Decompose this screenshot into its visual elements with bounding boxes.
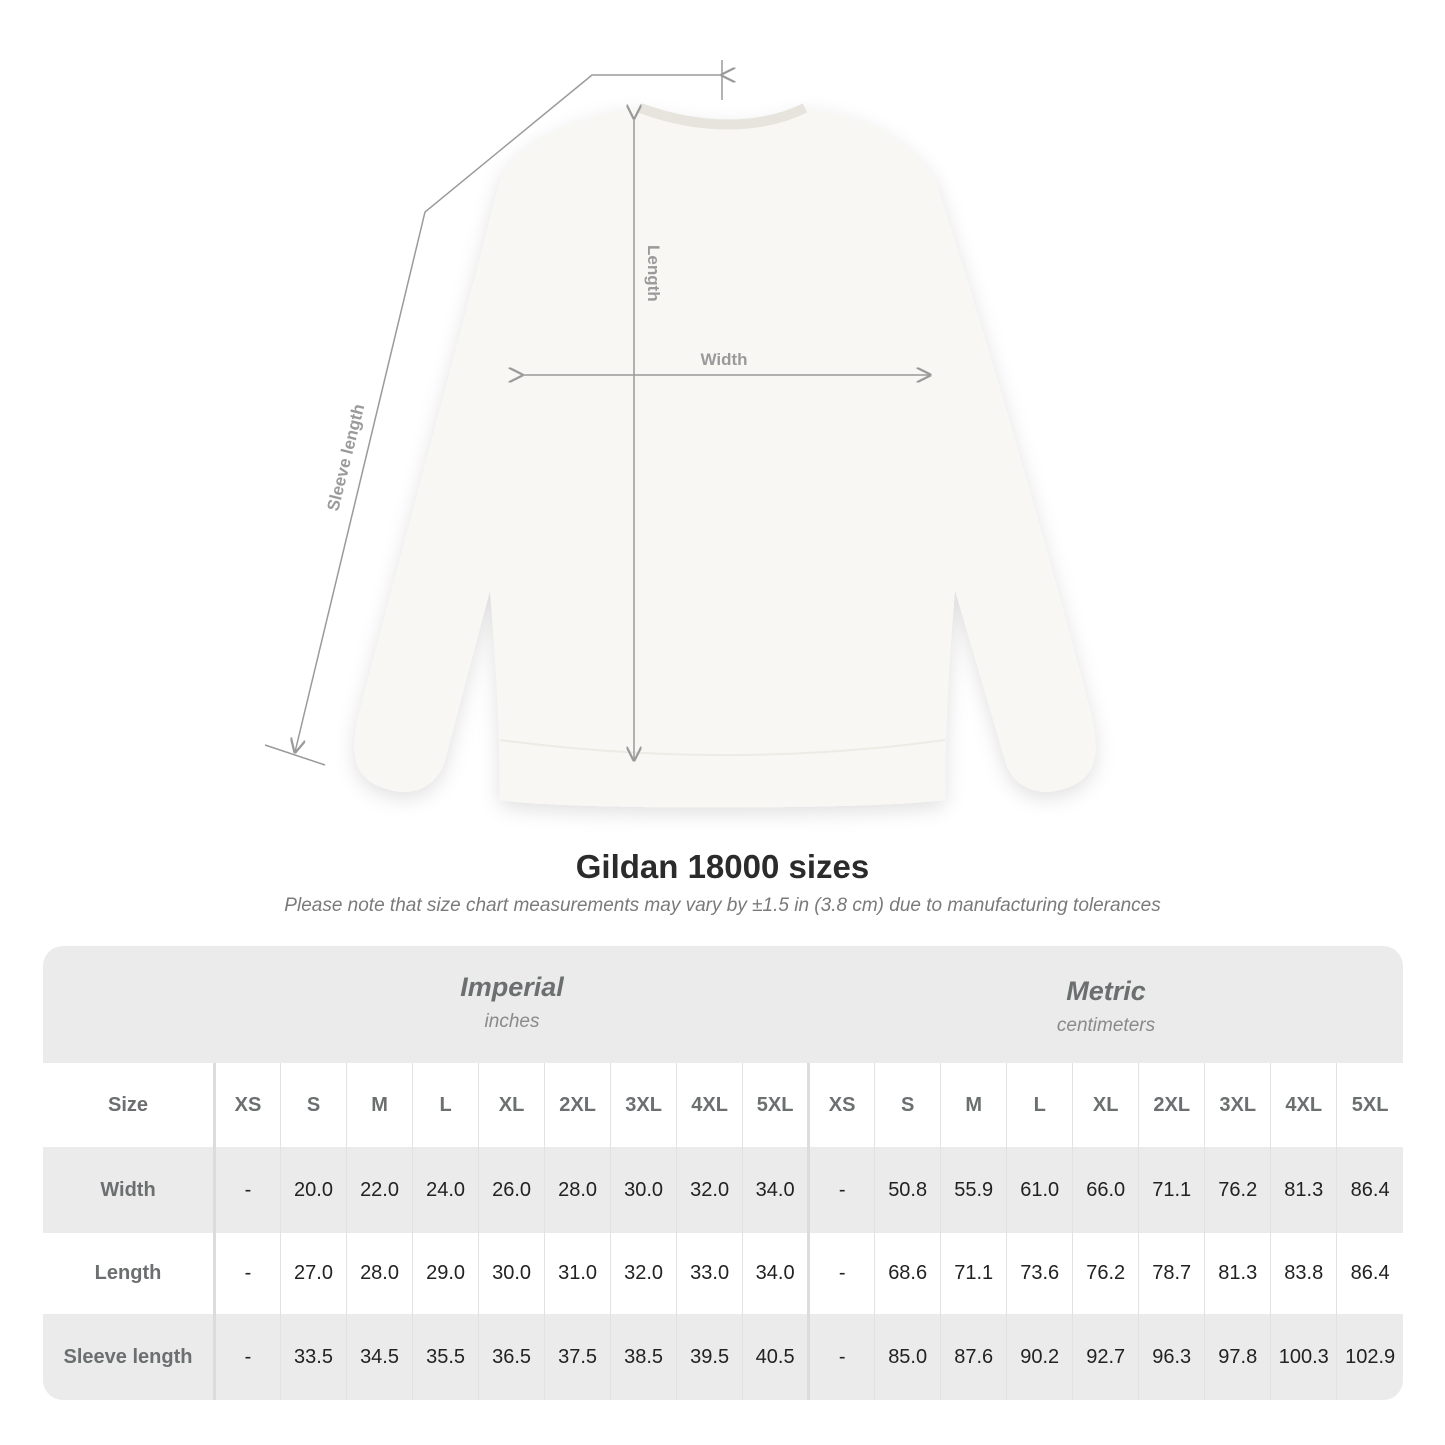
metric-cell: - <box>807 1233 875 1314</box>
size-column-header: XL <box>1072 1063 1139 1147</box>
metric-cell: 61.0 <box>1006 1147 1073 1233</box>
size-column-header: S <box>874 1063 941 1147</box>
imperial-cell: 36.5 <box>478 1314 545 1400</box>
imperial-cell: 39.5 <box>676 1314 743 1400</box>
imperial-cell: 26.0 <box>478 1147 545 1233</box>
imperial-cell: 30.0 <box>610 1147 677 1233</box>
metric-cell: - <box>807 1314 875 1400</box>
imperial-cell: - <box>213 1233 281 1314</box>
length-label: Length <box>644 245 663 302</box>
imperial-cell: 34.0 <box>742 1233 809 1314</box>
imperial-cell: 28.0 <box>346 1233 413 1314</box>
metric-cell: 97.8 <box>1204 1314 1271 1400</box>
sleeve-length-label: Sleeve length <box>323 402 368 513</box>
sweatshirt-diagram: Length Width Sleeve length <box>264 60 1096 808</box>
imperial-cell: 31.0 <box>544 1233 611 1314</box>
table-row: Length -27.0 28.0 29.0 30.0 31.0 32.0 33.0 34.0-… <box>43 1233 1403 1314</box>
imperial-cell: 40.5 <box>742 1314 809 1400</box>
size-column-header: 3XL <box>610 1063 677 1147</box>
size-label: Size <box>43 1063 216 1147</box>
imperial-unit: inches <box>484 1011 540 1032</box>
metric-cell: 71.1 <box>940 1233 1007 1314</box>
metric-unit: centimeters <box>1056 1015 1156 1036</box>
metric-cell: - <box>807 1147 875 1233</box>
metric-header: Metric centimeters <box>809 946 1403 1063</box>
metric-cell: 66.0 <box>1072 1147 1139 1233</box>
imperial-cell: 20.0 <box>280 1147 347 1233</box>
size-column-header: 5XL <box>1336 1063 1403 1147</box>
size-column-header: 2XL <box>1138 1063 1205 1147</box>
metric-cell: 87.6 <box>940 1314 1007 1400</box>
metric-cell: 71.1 <box>1138 1147 1205 1233</box>
metric-cell: 73.6 <box>1006 1233 1073 1314</box>
imperial-cell: 33.5 <box>280 1314 347 1400</box>
size-column-header: 4XL <box>1270 1063 1337 1147</box>
size-column-header: XL <box>478 1063 545 1147</box>
imperial-cell: - <box>213 1314 281 1400</box>
imperial-cell: 29.0 <box>412 1233 479 1314</box>
imperial-cell: 34.5 <box>346 1314 413 1400</box>
metric-heading: Metric <box>1066 976 1146 1006</box>
size-column-header: 5XL <box>742 1063 809 1147</box>
metric-cell: 81.3 <box>1204 1233 1271 1314</box>
metric-cell: 86.4 <box>1336 1147 1403 1233</box>
metric-cell: 68.6 <box>874 1233 941 1314</box>
metric-cell: 76.2 <box>1204 1147 1271 1233</box>
imperial-cell: 22.0 <box>346 1147 413 1233</box>
size-table: Imperial inches Metric centimeters Size X… <box>43 946 1403 1400</box>
imperial-cell: 33.0 <box>676 1233 743 1314</box>
metric-cell: 86.4 <box>1336 1233 1403 1314</box>
imperial-cell: 32.0 <box>676 1147 743 1233</box>
imperial-header: Imperial inches <box>215 946 809 1063</box>
size-column-header: L <box>412 1063 479 1147</box>
size-column-header: 2XL <box>544 1063 611 1147</box>
imperial-cell: 37.5 <box>544 1314 611 1400</box>
metric-cell: 85.0 <box>874 1314 941 1400</box>
row-label: Length <box>43 1233 216 1314</box>
imperial-cell: 34.0 <box>742 1147 809 1233</box>
imperial-cell: - <box>213 1147 281 1233</box>
sweatshirt-image <box>354 108 1096 808</box>
imperial-cell: 32.0 <box>610 1233 677 1314</box>
imperial-cell: 24.0 <box>412 1147 479 1233</box>
size-header-row: Size XS S M L XL 2XL 3XL 4XL 5XL XS S M L XL 2XL 3XL 4XL 5… <box>43 1063 1403 1147</box>
size-column-header: M <box>940 1063 1007 1147</box>
tolerance-note: Please note that size chart measurements… <box>284 895 1161 916</box>
metric-cell: 50.8 <box>874 1147 941 1233</box>
size-grid: Size XS S M L XL 2XL 3XL 4XL 5XL XS S M L XL 2XL 3XL 4XL 5… <box>43 1063 1403 1400</box>
width-label: Width <box>700 350 747 369</box>
table-row: Width -20.0 22.0 24.0 26.0 28.0 30.0 32.0 34.0-5… <box>43 1147 1403 1233</box>
metric-cell: 96.3 <box>1138 1314 1205 1400</box>
metric-cell: 83.8 <box>1270 1233 1337 1314</box>
imperial-cell: 28.0 <box>544 1147 611 1233</box>
size-column-header: 3XL <box>1204 1063 1271 1147</box>
metric-cell: 90.2 <box>1006 1314 1073 1400</box>
metric-cell: 100.3 <box>1270 1314 1337 1400</box>
imperial-cell: 35.5 <box>412 1314 479 1400</box>
table-row: Sleeve length -33.5 34.5 35.5 36.5 37.5 38.5 39… <box>43 1314 1403 1400</box>
metric-cell: 81.3 <box>1270 1147 1337 1233</box>
row-label: Width <box>43 1147 216 1233</box>
size-column-header: M <box>346 1063 413 1147</box>
measurement-lines <box>264 60 930 766</box>
size-column-header: XS <box>807 1063 875 1147</box>
chart-title: Gildan 18000 sizes <box>575 848 870 885</box>
imperial-cell: 30.0 <box>478 1233 545 1314</box>
metric-cell: 102.9 <box>1336 1314 1403 1400</box>
size-column-header: L <box>1006 1063 1073 1147</box>
size-column-header: XS <box>213 1063 281 1147</box>
metric-cell: 55.9 <box>940 1147 1007 1233</box>
imperial-cell: 27.0 <box>280 1233 347 1314</box>
metric-cell: 92.7 <box>1072 1314 1139 1400</box>
size-column-header: 4XL <box>676 1063 743 1147</box>
metric-cell: 76.2 <box>1072 1233 1139 1314</box>
imperial-heading: Imperial <box>460 972 564 1002</box>
size-column-header: S <box>280 1063 347 1147</box>
metric-cell: 78.7 <box>1138 1233 1205 1314</box>
row-label: Sleeve length <box>43 1314 216 1400</box>
imperial-cell: 38.5 <box>610 1314 677 1400</box>
